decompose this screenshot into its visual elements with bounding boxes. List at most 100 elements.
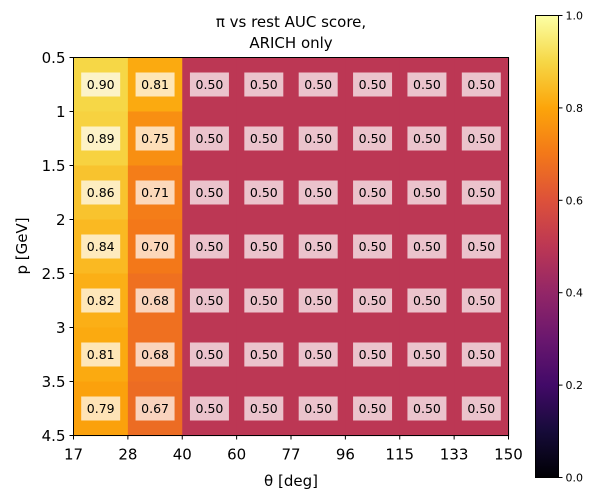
cell-label-box	[461, 288, 501, 313]
cell-label-box	[189, 234, 229, 259]
cell-value-label: 0.89	[87, 131, 115, 146]
cell-value-label: 0.50	[304, 77, 332, 92]
cell-value-label: 0.50	[413, 239, 441, 254]
x-tick-label: 60	[227, 446, 246, 464]
cell-value-label: 0.75	[141, 131, 169, 146]
cell-value-label: 0.68	[141, 347, 169, 362]
cell-label-box	[353, 396, 393, 421]
cell-value-label: 0.86	[87, 185, 115, 200]
x-tick-label: 150	[494, 446, 523, 464]
cell-value-label: 0.50	[250, 185, 278, 200]
cell-value-label: 0.50	[304, 131, 332, 146]
cell-value-label: 0.50	[467, 347, 495, 362]
cell-value-label: 0.67	[141, 401, 169, 416]
cell-label-box	[461, 72, 501, 97]
x-tick-label: 17	[64, 446, 83, 464]
cell-value-label: 0.50	[250, 239, 278, 254]
colorbar-tick-label: 0.0	[566, 472, 584, 485]
x-tick-label: 133	[440, 446, 469, 464]
cell-value-label: 0.50	[196, 77, 224, 92]
cell-label-box	[407, 126, 447, 151]
cell-label-box	[353, 288, 393, 313]
cell-value-label: 0.50	[359, 239, 387, 254]
cell-value-label: 0.50	[413, 185, 441, 200]
cell-label-box	[244, 180, 284, 205]
cell-label-box	[135, 234, 175, 259]
cell-value-label: 0.70	[141, 239, 169, 254]
cell-value-label: 0.81	[141, 77, 169, 92]
cell-value-label: 0.50	[359, 347, 387, 362]
cell-label-box	[461, 396, 501, 421]
cell-label-box	[298, 126, 338, 151]
cell-label-box	[244, 234, 284, 259]
cell-value-label: 0.50	[196, 347, 224, 362]
cell-label-box	[298, 342, 338, 367]
cell-label-box	[353, 72, 393, 97]
cell-value-label: 0.68	[141, 293, 169, 308]
cell-value-label: 0.50	[250, 131, 278, 146]
y-tick-label: 4.5	[42, 427, 66, 445]
cell-value-label: 0.50	[413, 401, 441, 416]
cell-label-box	[244, 288, 284, 313]
colorbar-tick-label: 0.2	[566, 379, 584, 392]
cell-value-label: 0.50	[304, 293, 332, 308]
y-tick-label: 3.5	[42, 373, 66, 391]
cell-label-box	[189, 396, 229, 421]
cell-label-box	[189, 126, 229, 151]
cell-label-box	[407, 288, 447, 313]
cell-value-label: 0.50	[359, 77, 387, 92]
cell-label-box	[244, 342, 284, 367]
cell-label-box	[461, 342, 501, 367]
cell-label-box	[189, 342, 229, 367]
cell-label-box	[135, 180, 175, 205]
cell-label-box	[298, 234, 338, 259]
colorbar-tick-label: 1.0	[566, 10, 584, 23]
chart-title-line-2: ARICH only	[249, 34, 332, 52]
cell-value-label: 0.50	[467, 239, 495, 254]
cell-value-label: 0.79	[87, 401, 115, 416]
x-axis: 17 28 40 60 77 96 115 133 150	[64, 435, 523, 464]
cell-value-label: 0.84	[87, 239, 115, 254]
x-tick-label: 40	[173, 446, 192, 464]
heatmap-cell-labels: 0.90 0.81 0.50 0.50 0.50 0.50 0.50 0.50 0.89 0.75…	[81, 72, 501, 421]
cell-value-label: 0.81	[87, 347, 115, 362]
cell-value-label: 0.50	[196, 131, 224, 146]
cell-label-box	[81, 126, 121, 151]
cell-label-box	[189, 288, 229, 313]
cell-value-label: 0.71	[141, 185, 169, 200]
y-tick-label: 1	[56, 103, 66, 121]
cell-value-label: 0.50	[196, 293, 224, 308]
cell-value-label: 0.50	[413, 131, 441, 146]
cell-value-label: 0.50	[250, 77, 278, 92]
cell-value-label: 0.50	[250, 347, 278, 362]
cell-label-box	[189, 180, 229, 205]
colorbar-tick-label: 0.6	[566, 194, 584, 207]
cell-label-box	[353, 126, 393, 151]
cell-value-label: 0.50	[467, 131, 495, 146]
cell-label-box	[353, 180, 393, 205]
x-tick-label: 115	[385, 446, 414, 464]
cell-label-box	[189, 72, 229, 97]
colorbar	[535, 15, 559, 478]
cell-label-box	[461, 126, 501, 151]
y-tick-label: 0.5	[42, 49, 66, 67]
cell-value-label: 0.50	[359, 401, 387, 416]
cell-label-box	[407, 234, 447, 259]
cell-value-label: 0.50	[304, 239, 332, 254]
cell-label-box	[407, 396, 447, 421]
y-axis: 0.5 1 1.5 2 2.5 3 3.5 4.5	[42, 49, 74, 445]
cell-value-label: 0.50	[413, 347, 441, 362]
cell-value-label: 0.50	[304, 401, 332, 416]
cell-label-box	[353, 234, 393, 259]
cell-value-label: 0.82	[87, 293, 115, 308]
cell-value-label: 0.50	[467, 185, 495, 200]
cell-value-label: 0.50	[467, 401, 495, 416]
cell-label-box	[135, 126, 175, 151]
cell-value-label: 0.50	[304, 347, 332, 362]
cell-label-box	[135, 288, 175, 313]
cell-value-label: 0.50	[413, 293, 441, 308]
cell-value-label: 0.50	[359, 131, 387, 146]
cell-label-box	[244, 126, 284, 151]
x-tick-label: 77	[281, 446, 300, 464]
colorbar-tick-label: 0.8	[566, 102, 584, 115]
